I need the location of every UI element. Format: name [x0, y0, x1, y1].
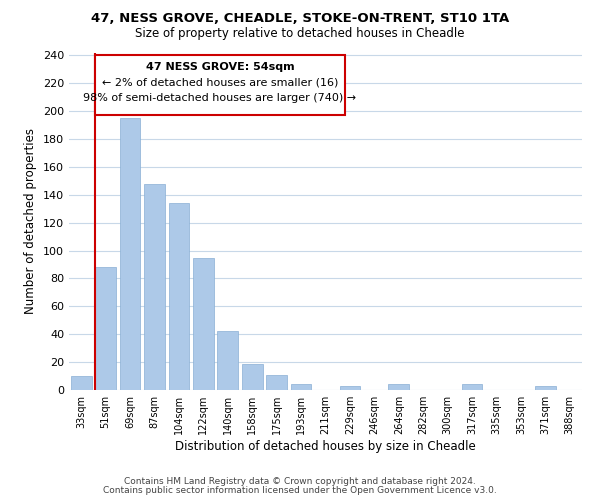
Bar	[266, 374, 287, 390]
Text: 98% of semi-detached houses are larger (740) →: 98% of semi-detached houses are larger (…	[83, 93, 356, 103]
FancyBboxPatch shape	[95, 56, 345, 116]
Bar	[144, 184, 165, 390]
Text: 47 NESS GROVE: 54sqm: 47 NESS GROVE: 54sqm	[146, 62, 294, 72]
Bar	[535, 386, 556, 390]
Bar	[169, 203, 190, 390]
Bar	[388, 384, 409, 390]
Y-axis label: Number of detached properties: Number of detached properties	[25, 128, 37, 314]
Bar	[95, 268, 116, 390]
Text: Contains HM Land Registry data © Crown copyright and database right 2024.: Contains HM Land Registry data © Crown c…	[124, 477, 476, 486]
Bar	[340, 386, 361, 390]
Bar	[461, 384, 482, 390]
Bar	[217, 332, 238, 390]
Bar	[290, 384, 311, 390]
Bar	[242, 364, 263, 390]
X-axis label: Distribution of detached houses by size in Cheadle: Distribution of detached houses by size …	[175, 440, 476, 453]
Text: Size of property relative to detached houses in Cheadle: Size of property relative to detached ho…	[135, 28, 465, 40]
Bar	[119, 118, 140, 390]
Bar	[71, 376, 92, 390]
Bar	[193, 258, 214, 390]
Text: 47, NESS GROVE, CHEADLE, STOKE-ON-TRENT, ST10 1TA: 47, NESS GROVE, CHEADLE, STOKE-ON-TRENT,…	[91, 12, 509, 26]
Text: ← 2% of detached houses are smaller (16): ← 2% of detached houses are smaller (16)	[101, 78, 338, 88]
Text: Contains public sector information licensed under the Open Government Licence v3: Contains public sector information licen…	[103, 486, 497, 495]
